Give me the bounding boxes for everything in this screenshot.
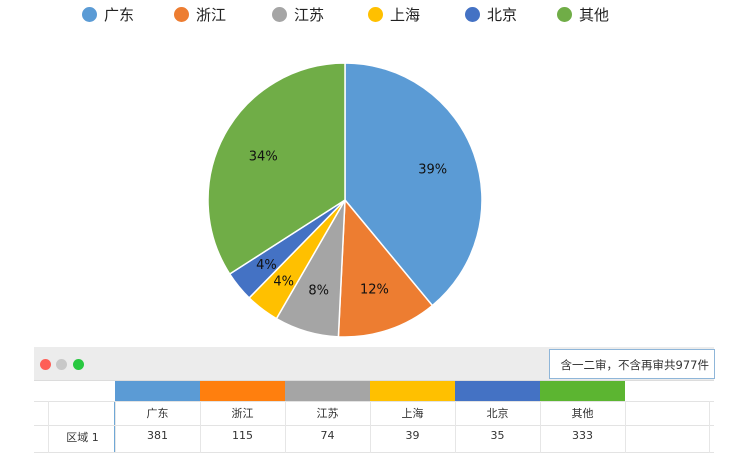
column-color-bar [540,381,625,401]
table-cell[interactable]: 35 [490,429,505,442]
table-cell[interactable]: 381 [147,429,168,442]
minimize-window-button[interactable] [56,359,67,370]
legend-label: 江苏 [294,5,325,24]
grid-line [48,401,49,453]
legend-label: 上海 [390,5,421,24]
column-color-bar [200,381,285,401]
column-header[interactable]: 北京 [486,407,509,420]
grid-line [34,401,714,402]
pie-slice [207,62,346,276]
table-cell[interactable]: 115 [232,429,253,442]
pie-percent-label: 8% [308,283,329,298]
chart-legend: 广东 浙江 江苏 上海 北京 其他 [0,2,741,26]
legend-swatch [557,6,572,22]
column-color-bar [455,381,540,401]
legend-swatch [272,6,287,22]
pie-chart: 39% 12% 8% 4% 4% 34% [207,62,483,338]
column-color-bar [115,381,200,401]
grid-line [370,401,371,453]
column-color-bar [370,381,455,401]
maximize-window-button[interactable] [73,359,84,370]
data-table: 区域 1 广东 381 浙江 115 江苏 74 上海 39 北京 35 其他 333 [34,381,714,453]
window-titlebar: 含一二审，不含再审共977件 [34,347,715,381]
legend-item: 江苏 [272,2,324,26]
legend-swatch [174,6,189,22]
legend-swatch [465,6,480,22]
legend-item: 北京 [465,2,517,26]
column-header[interactable]: 浙江 [231,407,254,420]
grid-line [34,425,714,426]
column-header[interactable]: 广东 [146,407,169,420]
grid-line [625,401,626,453]
pie-percent-label: 39% [418,162,447,177]
legend-swatch [368,6,383,22]
table-cell[interactable]: 39 [405,429,420,442]
table-cell[interactable]: 333 [572,429,593,442]
table-cell[interactable]: 74 [320,429,335,442]
pie-slice [337,198,434,338]
grid-line [709,401,710,453]
table-window: 含一二审，不含再审共977件 区域 1 广东 381 浙江 115 江苏 74 上海 39 北京… [34,347,715,453]
legend-item: 上海 [368,2,420,26]
grid-line [285,401,286,453]
row-label-cell[interactable]: 区域 1 [48,401,115,453]
legend-label: 浙江 [196,5,227,24]
legend-label: 其他 [579,5,610,24]
legend-swatch [82,6,97,22]
grid-line [115,401,116,453]
column-header[interactable]: 江苏 [316,407,339,420]
grid-line [455,401,456,453]
pie-percent-label: 4% [256,258,277,273]
close-window-button[interactable] [40,359,51,370]
legend-item: 广东 [82,2,134,26]
pie-percent-label: 34% [249,149,278,164]
pie-percent-label: 4% [273,275,294,290]
legend-item: 其他 [557,2,609,26]
total-count-note: 含一二审，不含再审共977件 [549,349,715,379]
legend-item: 浙江 [174,2,226,26]
legend-label: 广东 [104,5,135,24]
column-color-bar [285,381,370,401]
grid-line [200,401,201,453]
legend-label: 北京 [487,5,518,24]
row-label: 区域 1 [66,431,99,444]
grid-line [540,401,541,453]
pie-slice [344,62,483,307]
column-header[interactable]: 上海 [401,407,424,420]
column-header[interactable]: 其他 [571,407,594,420]
pie-percent-label: 12% [360,282,389,297]
